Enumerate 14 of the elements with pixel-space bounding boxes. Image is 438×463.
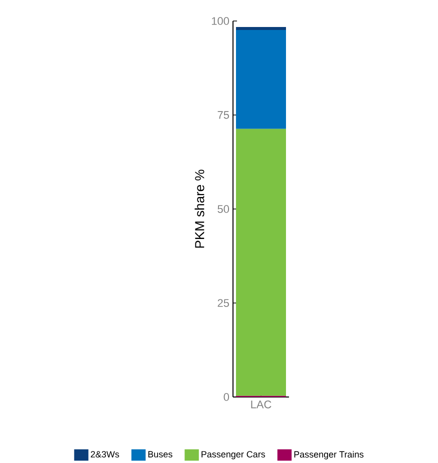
y-tick-label: 100: [212, 17, 230, 25]
y-tick-label: 50: [218, 205, 230, 213]
y-tick-label: 25: [218, 299, 229, 307]
y-tick-label: 75: [218, 111, 229, 119]
legend-label: Passenger Trains: [294, 450, 364, 460]
bar: [236, 128, 286, 396]
y-axis-title: PKM share %: [194, 170, 204, 248]
x-tick-label: LAC: [251, 400, 272, 408]
y-tick-label: 0: [224, 393, 230, 401]
legend-label: Buses: [148, 451, 172, 458]
legend-label: Passenger Cars: [202, 451, 266, 460]
bar: [236, 27, 286, 30]
bar: [236, 30, 286, 129]
legend-label: 2&3Ws: [90, 451, 120, 458]
